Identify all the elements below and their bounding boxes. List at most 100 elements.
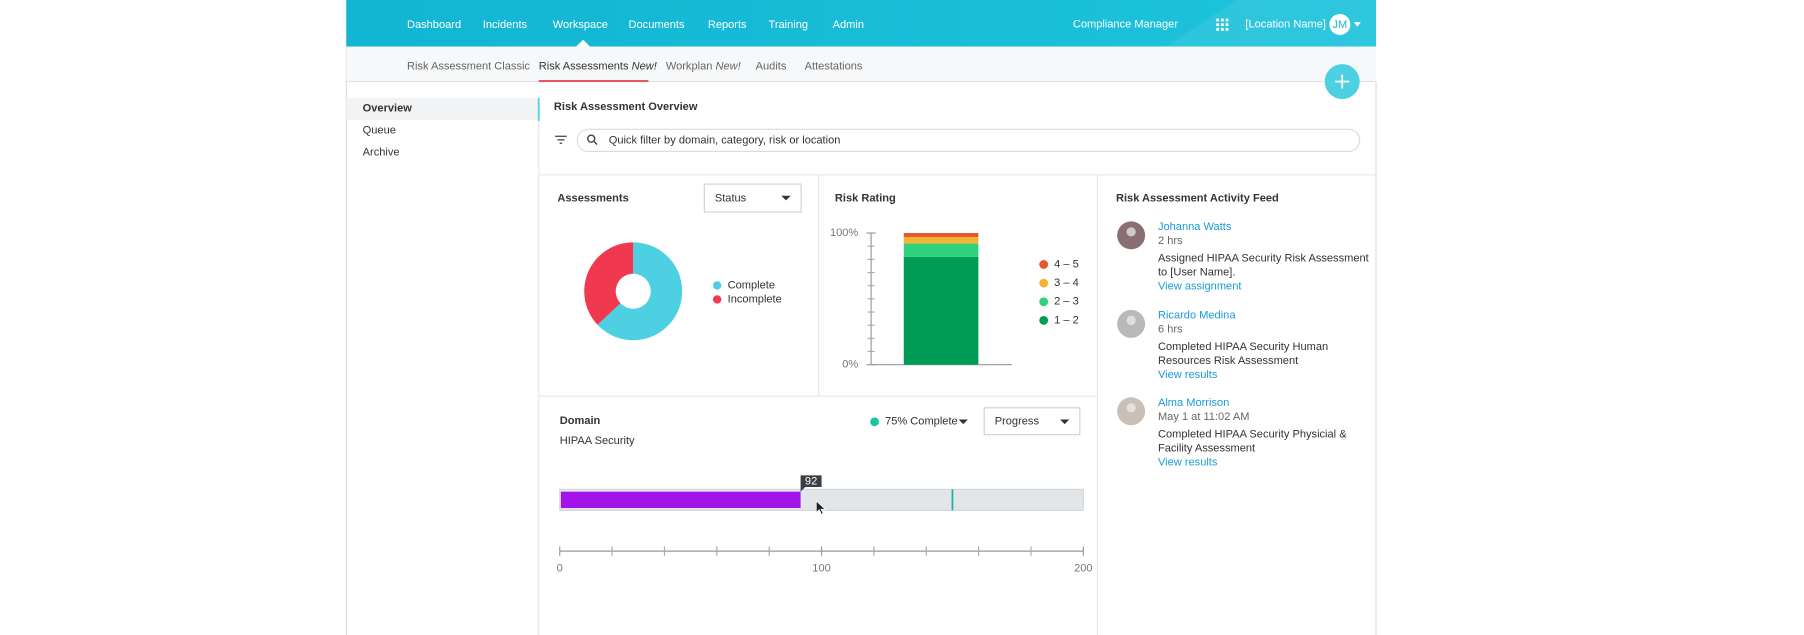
feed-avatar-figure xyxy=(1126,403,1136,413)
sidebar-item[interactable]: Overview xyxy=(363,102,413,114)
pie-slice xyxy=(584,242,634,325)
progress-bar xyxy=(560,491,801,508)
pie-slice xyxy=(597,242,683,341)
sub-nav-label: Risk Assessment Classic xyxy=(407,60,530,72)
sub-nav xyxy=(346,46,1377,82)
legend-swatch xyxy=(870,417,880,427)
apps-dot xyxy=(1216,23,1220,27)
sidebar-item[interactable]: Queue xyxy=(363,124,396,136)
legend-swatch xyxy=(712,295,722,304)
active-nav-pointer xyxy=(576,39,591,47)
nav-item[interactable]: Reports xyxy=(708,19,747,31)
apps-dot xyxy=(1225,23,1229,27)
x-tick-label: 0 xyxy=(557,563,563,575)
apps-dot xyxy=(1216,18,1220,22)
legend-label: 2 – 3 xyxy=(1054,296,1079,308)
top-bar-shine xyxy=(1166,0,1377,47)
chart-title: Domain xyxy=(560,415,601,427)
page-title: Risk Assessment Overview xyxy=(554,101,698,113)
search-placeholder: Quick filter by domain, category, risk o… xyxy=(609,134,841,146)
legend-label: 4 – 5 xyxy=(1054,258,1079,270)
value-label-box xyxy=(800,475,822,488)
apps-dot xyxy=(1220,18,1224,22)
user-avatar[interactable] xyxy=(1329,13,1351,35)
sub-nav-item[interactable]: Audits xyxy=(756,60,787,72)
feed-text: Completed HIPAA Security Physicial & xyxy=(1158,429,1347,441)
legend-swatch xyxy=(1039,278,1049,288)
feed-link[interactable]: View results xyxy=(1158,369,1218,381)
sub-nav-item[interactable]: Risk Assessments New! xyxy=(539,60,657,72)
filter-icon[interactable] xyxy=(555,135,567,145)
bar-segment xyxy=(903,243,979,257)
chart-title: Risk Rating xyxy=(835,193,896,205)
top-bar xyxy=(346,0,1377,47)
nav-item[interactable]: Workspace xyxy=(553,19,608,31)
feed-time: May 1 at 11:02 AM xyxy=(1158,411,1249,423)
sub-nav-label: Risk Assessments xyxy=(539,60,629,72)
feed-link[interactable]: View assignment xyxy=(1158,281,1241,293)
user-initials: JM xyxy=(1333,19,1348,31)
search-icon xyxy=(587,134,598,145)
x-tick-label: 200 xyxy=(1074,563,1092,575)
dropdown-label[interactable]: Status xyxy=(715,193,747,205)
y-tick-label: 0% xyxy=(842,359,858,371)
feed-text: to [User Name]. xyxy=(1158,267,1236,279)
apps-dot xyxy=(1216,27,1220,31)
sub-nav-item[interactable]: Risk Assessment Classic xyxy=(407,60,530,72)
nav-item[interactable]: Training xyxy=(768,19,808,31)
legend-swatch xyxy=(1039,297,1049,307)
sidebar-active xyxy=(346,97,539,121)
sub-nav-item[interactable]: Workplan New! xyxy=(666,60,741,72)
location-name[interactable]: [Location Name] xyxy=(1245,18,1326,30)
legend-label: Incomplete xyxy=(728,293,782,305)
feed-name[interactable]: Johanna Watts xyxy=(1158,221,1232,233)
dropdown-caret xyxy=(1060,419,1070,425)
sidebar-item[interactable]: Archive xyxy=(363,147,400,159)
search-box[interactable] xyxy=(576,128,1361,153)
feed-name[interactable]: Alma Morrison xyxy=(1158,397,1229,409)
nav-item[interactable]: Incidents xyxy=(483,19,528,31)
legend-label: 1 – 2 xyxy=(1054,314,1079,326)
nav-item[interactable]: Admin xyxy=(833,19,864,31)
apps-dot xyxy=(1225,27,1229,31)
feed-text: Assigned HIPAA Security Risk Assessment xyxy=(1158,253,1369,265)
apps-icon[interactable] xyxy=(1216,18,1229,31)
feed-link[interactable]: View results xyxy=(1158,456,1218,468)
app-name: Compliance Manager xyxy=(1073,18,1179,30)
sub-nav-label: Attestations xyxy=(805,60,863,72)
chart-title: Assessments xyxy=(557,193,628,205)
feed-name[interactable]: Ricardo Medina xyxy=(1158,310,1236,322)
legend-caret[interactable] xyxy=(958,419,968,425)
nav-item[interactable]: Documents xyxy=(629,19,685,31)
mouse-cursor xyxy=(815,500,826,515)
legend-swatch xyxy=(1039,260,1049,269)
chart-subtitle: HIPAA Security xyxy=(560,435,635,447)
sub-nav-label: Workplan xyxy=(666,60,713,72)
sub-nav-item[interactable]: Attestations xyxy=(805,60,863,72)
y-tick-label: 100% xyxy=(830,227,858,239)
legend-swatch xyxy=(1039,315,1049,325)
sub-nav-badge: New! xyxy=(632,60,657,72)
feed-text: Resources Risk Assessment xyxy=(1158,355,1298,367)
legend-swatch xyxy=(712,281,722,290)
user-caret[interactable] xyxy=(1353,22,1361,27)
sub-nav-label: Audits xyxy=(756,60,787,72)
bar-segment xyxy=(903,233,979,237)
legend-label: Complete xyxy=(728,279,775,291)
x-tick-label: 100 xyxy=(812,563,830,575)
feed-text: Completed HIPAA Security Human xyxy=(1158,341,1328,353)
feed-avatar-figure xyxy=(1126,227,1136,237)
feed-avatar-figure xyxy=(1126,315,1136,326)
feed-title: Risk Assessment Activity Feed xyxy=(1116,193,1279,205)
dropdown-label[interactable]: Progress xyxy=(995,416,1040,428)
legend-label: 3 – 4 xyxy=(1054,277,1079,289)
feed-time: 6 hrs xyxy=(1158,324,1183,336)
legend-label[interactable]: 75% Complete xyxy=(885,416,958,428)
nav-item[interactable]: Dashboard xyxy=(407,19,461,31)
bar-segment xyxy=(903,236,979,244)
apps-dot xyxy=(1220,27,1224,31)
value-label: 92 xyxy=(805,476,817,488)
apps-dot xyxy=(1225,18,1229,22)
